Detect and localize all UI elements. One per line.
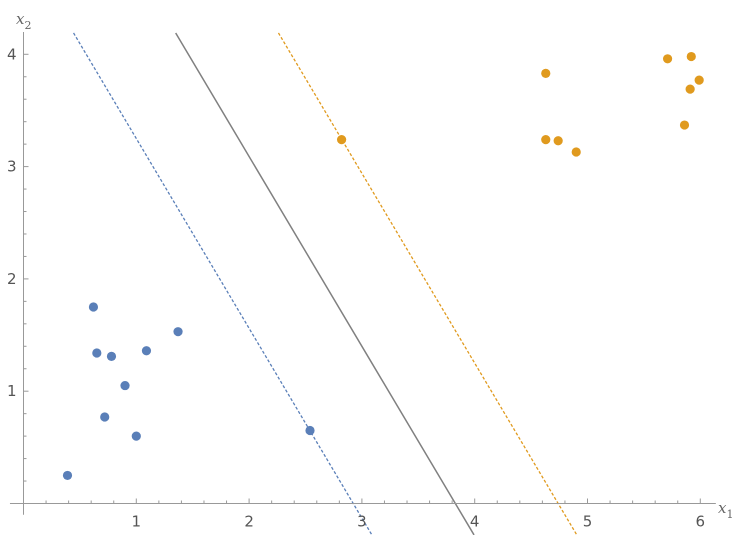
y-axis-label: x2 <box>16 10 31 32</box>
class-1-point <box>62 470 73 481</box>
class-2-point <box>336 135 347 145</box>
class-1-point <box>131 431 141 441</box>
axes: 1 2 3 4 5 6 1 2 3 4 <box>7 31 716 531</box>
class-2-point <box>685 84 695 94</box>
class-2-point <box>679 120 690 130</box>
class-2-point <box>662 54 673 64</box>
class-2-point <box>541 68 551 78</box>
class-1-point <box>141 346 152 356</box>
class-2-point <box>694 75 704 85</box>
class-1-point <box>173 327 183 337</box>
boundary-lines <box>73 32 578 535</box>
margin-line <box>277 32 578 535</box>
data-points <box>62 51 704 481</box>
class-1-point <box>100 412 110 422</box>
class-2-point <box>553 136 563 146</box>
class-1-point <box>92 348 102 358</box>
y-tick-label: 3 <box>7 158 17 176</box>
class-1-point <box>88 302 99 312</box>
x-tick-label: 2 <box>244 513 254 531</box>
class-1-point <box>106 351 117 361</box>
margin-line <box>73 32 373 535</box>
x-axis-label: x1 <box>718 499 733 521</box>
x-tick-label: 5 <box>583 513 593 531</box>
y-tick-label: 1 <box>7 382 17 400</box>
x-tick-label: 3 <box>357 513 367 531</box>
y-tick-label: 4 <box>7 45 17 63</box>
x-tick-label: 6 <box>696 513 706 531</box>
class-2-point <box>541 135 551 145</box>
class-1-point <box>305 425 315 436</box>
class-2-point <box>686 51 696 62</box>
y-tick-label: 2 <box>7 270 17 288</box>
x-tick-label: 1 <box>132 513 142 531</box>
x-tick-label: 4 <box>470 513 480 531</box>
class-1-point <box>120 380 130 391</box>
class-2-point <box>571 147 581 157</box>
decision-boundary-line <box>175 32 475 535</box>
